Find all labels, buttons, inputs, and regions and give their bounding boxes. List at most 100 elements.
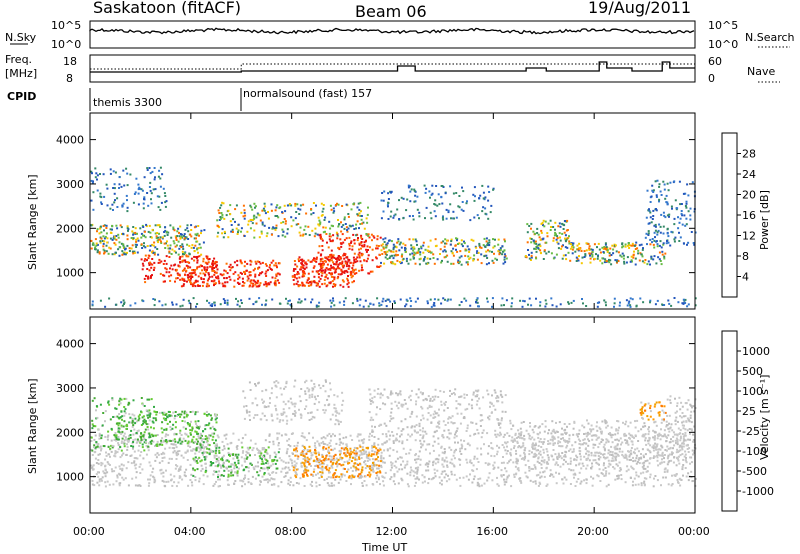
- range-gate-cell: [100, 203, 103, 205]
- range-gate-cell: [165, 439, 168, 441]
- range-gate-cell: [130, 247, 133, 250]
- range-gate-cell: [100, 196, 103, 199]
- range-gate-cell: [150, 192, 153, 195]
- range-gate-cell: [196, 410, 199, 413]
- range-gate-cell: [361, 266, 363, 269]
- range-gate-cell: [579, 439, 582, 442]
- range-gate-cell: [126, 210, 129, 213]
- range-gate-cell: [196, 232, 199, 235]
- range-gate-cell: [324, 216, 327, 219]
- range-gate-cell: [270, 464, 273, 467]
- range-gate-cell: [677, 301, 680, 304]
- range-gate-cell: [195, 240, 198, 243]
- range-gate-cell: [307, 412, 310, 415]
- range-gate-cell: [298, 213, 301, 215]
- range-gate-cell: [197, 251, 199, 254]
- range-gate-cell: [116, 197, 119, 200]
- range-gate-cell: [519, 480, 522, 483]
- range-gate-cell: [377, 478, 380, 481]
- range-gate-cell: [300, 300, 303, 303]
- range-gate-cell: [368, 438, 371, 441]
- range-gate-cell: [120, 242, 123, 245]
- range-gate-cell: [157, 253, 160, 256]
- range-gate-cell: [386, 298, 389, 301]
- range-gate-cell: [304, 390, 307, 393]
- range-gate-cell: [343, 216, 346, 219]
- range-gate-cell: [304, 262, 307, 264]
- range-gate-cell: [210, 417, 213, 420]
- range-gate-cell: [240, 262, 243, 265]
- range-gate-cell: [394, 253, 397, 256]
- range-gate-cell: [389, 255, 392, 258]
- range-gate-cell: [547, 456, 550, 459]
- range-gate-cell: [164, 195, 167, 197]
- range-gate-cell: [183, 234, 185, 237]
- range-gate-cell: [624, 439, 627, 442]
- range-gate-cell: [537, 473, 540, 476]
- range-gate-cell: [173, 447, 176, 450]
- range-gate-cell: [298, 408, 300, 411]
- range-gate-cell: [233, 285, 236, 288]
- range-gate-cell: [299, 301, 302, 304]
- range-gate-cell: [255, 216, 258, 219]
- range-gate-cell: [372, 468, 374, 471]
- range-gate-cell: [382, 246, 385, 249]
- range-gate-cell: [494, 433, 497, 436]
- range-gate-cell: [295, 211, 298, 213]
- range-gate-cell: [173, 481, 176, 484]
- range-gate-cell: [156, 232, 159, 234]
- range-gate-cell: [336, 267, 339, 270]
- range-gate-cell: [647, 234, 650, 236]
- range-gate-cell: [567, 302, 570, 305]
- range-gate-cell: [328, 220, 331, 223]
- range-gate-cell: [524, 464, 527, 467]
- range-gate-cell: [222, 285, 225, 288]
- range-gate-cell: [419, 257, 422, 260]
- range-gate-cell: [93, 444, 96, 447]
- range-gate-cell: [251, 219, 254, 221]
- range-gate-cell: [342, 266, 345, 269]
- range-gate-cell: [496, 444, 498, 447]
- range-gate-cell: [351, 302, 354, 305]
- range-gate-cell: [165, 417, 167, 420]
- range-gate-cell: [413, 189, 416, 192]
- range-gate-cell: [443, 256, 446, 259]
- range-gate-cell: [190, 224, 193, 227]
- range-gate-cell: [661, 458, 663, 461]
- range-gate-cell: [305, 470, 308, 473]
- range-gate-cell: [428, 443, 431, 446]
- range-gate-cell: [382, 484, 385, 487]
- range-gate-cell: [492, 187, 495, 190]
- range-gate-cell: [642, 467, 645, 470]
- range-gate-cell: [389, 478, 392, 481]
- range-gate-cell: [538, 236, 541, 239]
- range-gate-cell: [154, 417, 157, 420]
- range-gate-cell: [379, 483, 381, 486]
- range-gate-cell: [327, 255, 330, 258]
- range-gate-cell: [346, 277, 349, 280]
- range-gate-cell: [652, 243, 655, 246]
- range-gate-cell: [219, 273, 222, 276]
- range-gate-cell: [163, 259, 166, 262]
- range-gate-cell: [95, 172, 98, 175]
- range-gate-cell: [549, 474, 552, 477]
- range-gate-cell: [178, 476, 181, 479]
- range-gate-cell: [114, 243, 117, 246]
- range-gate-cell: [280, 470, 283, 473]
- range-gate-cell: [149, 181, 152, 184]
- range-gate-cell: [443, 459, 446, 462]
- range-gate-cell: [119, 467, 122, 470]
- range-gate-cell: [504, 255, 507, 257]
- range-gate-cell: [183, 252, 186, 254]
- range-gate-cell: [414, 458, 416, 461]
- range-gate-cell: [361, 482, 364, 484]
- range-gate-cell: [358, 476, 361, 479]
- range-gate-cell: [140, 424, 143, 426]
- range-gate-cell: [122, 441, 125, 444]
- range-gate-cell: [242, 390, 245, 393]
- range-gate-cell: [337, 276, 340, 279]
- beam-title: Beam 06: [355, 2, 427, 21]
- range-gate-cell: [237, 300, 240, 303]
- range-gate-cell: [106, 241, 109, 244]
- range-gate-cell: [376, 474, 379, 477]
